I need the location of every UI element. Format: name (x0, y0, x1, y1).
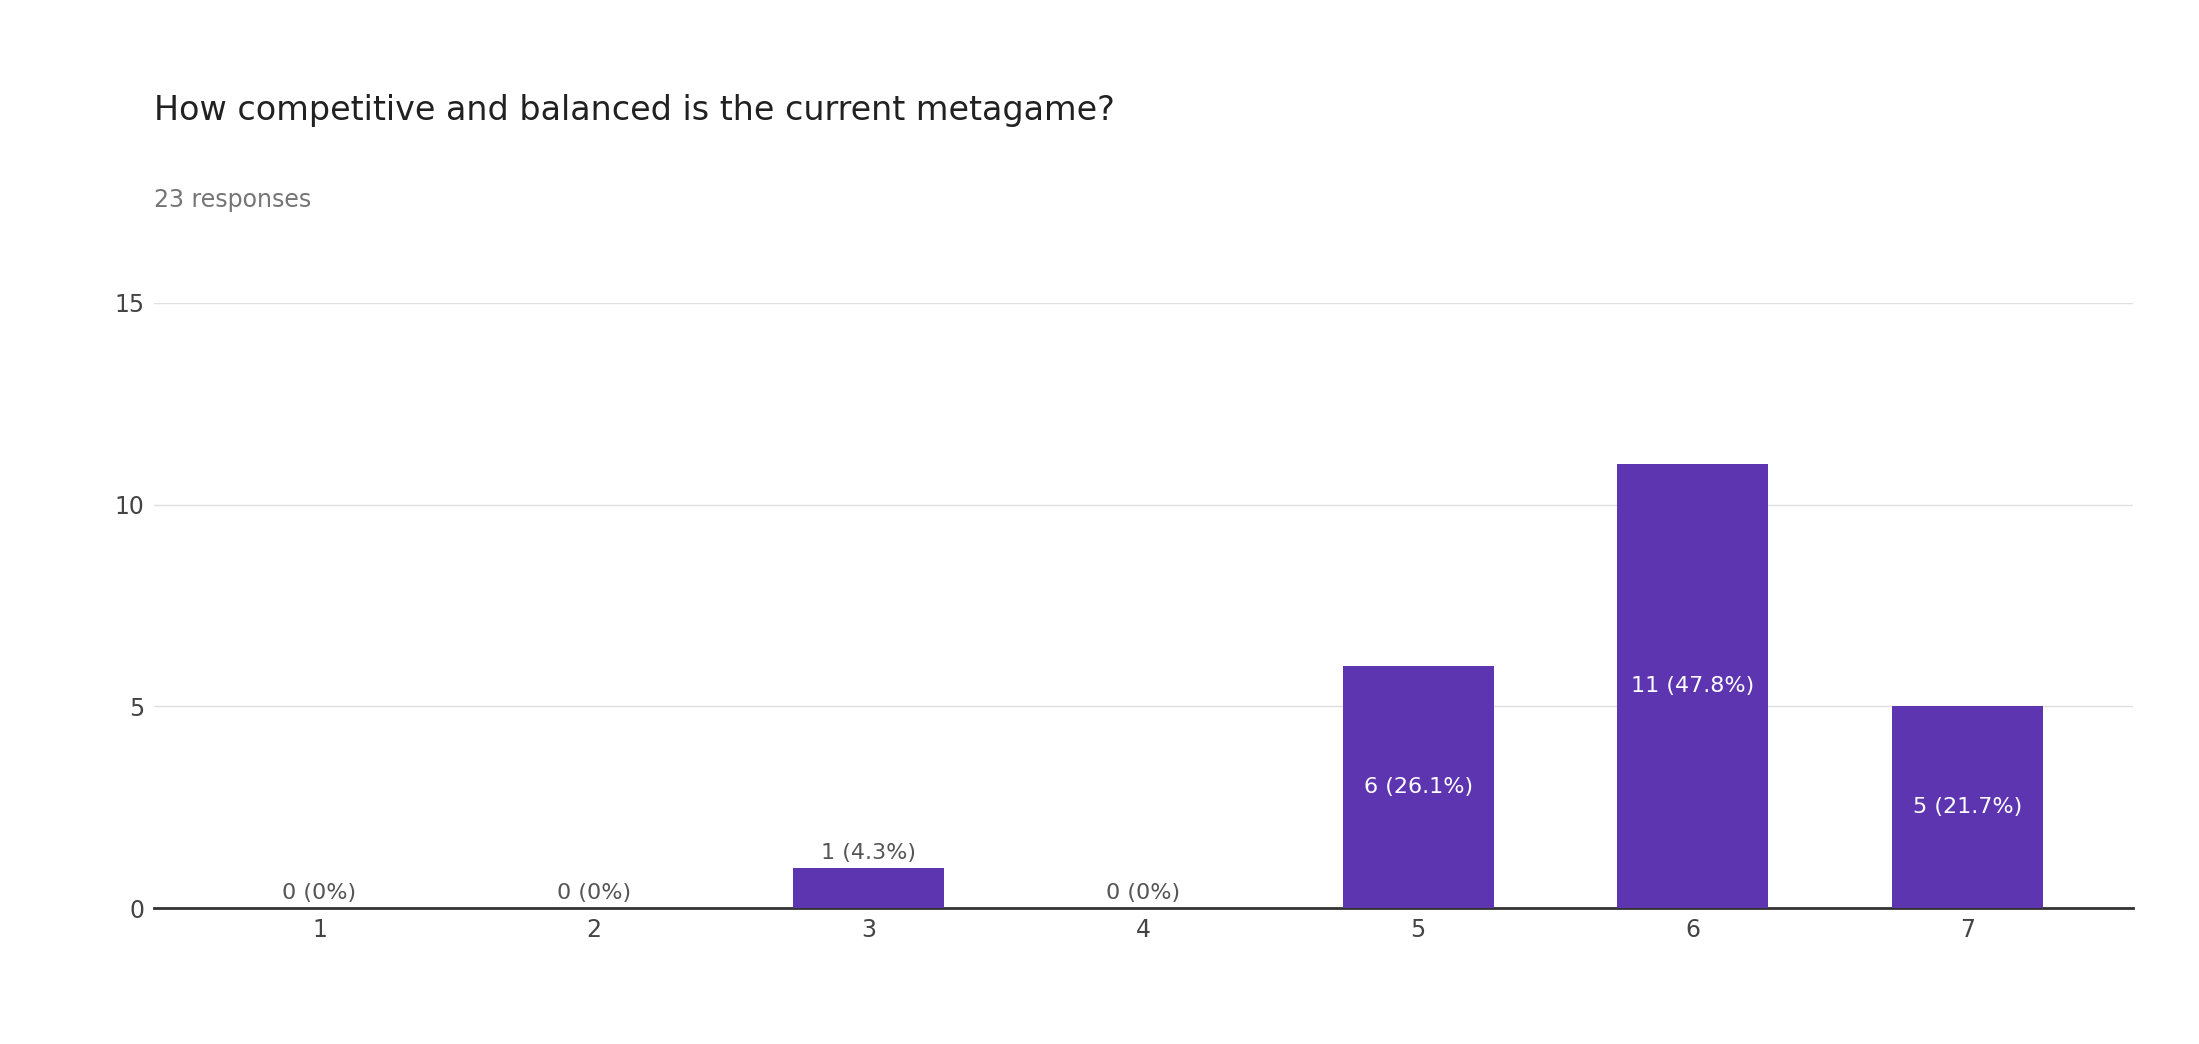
Text: 11 (47.8%): 11 (47.8%) (1632, 677, 1755, 696)
Bar (1616, 465, 1768, 908)
Text: 6 (26.1%): 6 (26.1%) (1363, 777, 1473, 798)
Bar (794, 868, 943, 908)
Text: 0 (0%): 0 (0%) (281, 883, 356, 903)
Text: 0 (0%): 0 (0%) (556, 883, 631, 903)
Text: How competitive and balanced is the current metagame?: How competitive and balanced is the curr… (154, 94, 1115, 127)
Bar (1344, 666, 1493, 908)
Text: 23 responses: 23 responses (154, 188, 312, 212)
Text: 5 (21.7%): 5 (21.7%) (1913, 798, 2023, 817)
Text: 0 (0%): 0 (0%) (1106, 883, 1181, 903)
Text: 1 (4.3%): 1 (4.3%) (820, 844, 917, 863)
Bar (1891, 707, 2043, 908)
